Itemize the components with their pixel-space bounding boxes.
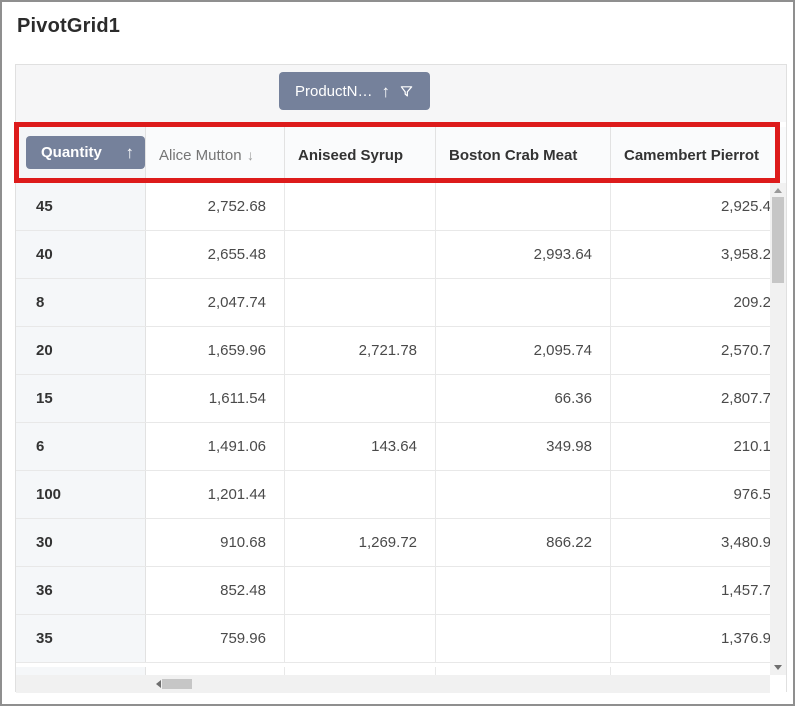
data-cell: 1,201.44 xyxy=(146,471,285,518)
vertical-scrollbar[interactable] xyxy=(770,183,786,675)
data-cell: 66.36 xyxy=(436,375,611,422)
product-field-button[interactable]: ProductN… ↑ xyxy=(279,72,430,110)
data-cell: 1,376.9 xyxy=(720,630,771,647)
table-row: 6 1,491.06 143.64 349.98 210.1 xyxy=(16,423,786,471)
table-row: 45 2,752.68 2,925.4 xyxy=(16,183,786,231)
data-cell: 1,269.72 xyxy=(285,519,436,566)
column-header-camembert-pierrot[interactable]: Camembert Pierrot xyxy=(611,127,786,183)
data-cell: 759.96 xyxy=(146,615,285,662)
pivot-grid: ProductN… ↑ Quantity ↑ Alice Mutton ↓ xyxy=(14,64,787,693)
data-cell: 910.68 xyxy=(146,519,285,566)
quantity-field-label: Quantity xyxy=(41,144,102,161)
scroll-up-arrow-icon[interactable] xyxy=(774,188,782,193)
page-title: PivotGrid1 xyxy=(17,15,121,37)
data-cell: 2,655.48 xyxy=(146,231,285,278)
data-cell: 866.22 xyxy=(436,519,611,566)
row-header-cell: 45 xyxy=(16,183,146,230)
data-cell: 2,721.78 xyxy=(285,327,436,374)
data-cell: 143.64 xyxy=(285,423,436,470)
row-header-cell: 40 xyxy=(16,231,146,278)
data-cell: 2,993.64 xyxy=(436,231,611,278)
row-header-cell: 36 xyxy=(16,567,146,614)
row-header-cell: 6 xyxy=(16,423,146,470)
data-cell xyxy=(436,615,611,662)
row-header-cell: 100 xyxy=(16,471,146,518)
data-cell: 2,047.74 xyxy=(146,279,285,326)
table-row: 30 910.68 1,269.72 866.22 3,480.9 xyxy=(16,519,786,567)
row-header-cell: 20 xyxy=(16,327,146,374)
data-cell: 3,480.9 xyxy=(720,534,771,551)
data-cell: 2,570.7 xyxy=(720,342,771,359)
scroll-down-arrow-icon[interactable] xyxy=(774,665,782,670)
data-cell xyxy=(611,667,786,675)
data-cell xyxy=(285,279,436,326)
data-cell: 1,611.54 xyxy=(146,375,285,422)
table-row: 35 759.96 1,376.9 xyxy=(16,615,786,663)
row-field-header-cell: Quantity ↑ xyxy=(16,127,146,183)
data-cell: 2,925.4 xyxy=(720,198,771,215)
column-header-aniseed-syrup[interactable]: Aniseed Syrup xyxy=(285,127,436,183)
column-header-label: Boston Crab Meat xyxy=(449,146,578,164)
table-row: 36 852.48 1,457.7 xyxy=(16,567,786,615)
column-header-row: Quantity ↑ Alice Mutton ↓ Aniseed Syrup … xyxy=(16,127,786,183)
data-cell xyxy=(285,471,436,518)
column-header-boston-crab-meat[interactable]: Boston Crab Meat xyxy=(436,127,611,183)
row-header-cell xyxy=(16,667,146,675)
row-header-cell: 15 xyxy=(16,375,146,422)
data-cell xyxy=(285,231,436,278)
data-cell xyxy=(436,183,611,230)
grid-body: 45 2,752.68 2,925.4 40 2,655.48 2,993.64… xyxy=(16,183,786,667)
data-cell xyxy=(146,667,285,675)
column-header-label: Alice Mutton xyxy=(159,146,242,164)
data-cell: 2,752.68 xyxy=(146,183,285,230)
data-cell xyxy=(436,667,611,675)
table-row: 100 1,201.44 976.5 xyxy=(16,471,786,519)
column-header-label: Aniseed Syrup xyxy=(298,146,404,164)
data-cell: 1,659.96 xyxy=(146,327,285,374)
horizontal-scrollbar-thumb[interactable] xyxy=(162,679,192,689)
data-cell xyxy=(436,471,611,518)
column-header-alice-mutton[interactable]: Alice Mutton ↓ xyxy=(146,127,285,183)
data-cell xyxy=(285,667,436,675)
vertical-scrollbar-thumb[interactable] xyxy=(772,197,784,283)
sort-up-icon: ↑ xyxy=(381,81,391,101)
data-cell xyxy=(285,183,436,230)
product-field-label: ProductN… xyxy=(294,82,373,100)
sort-up-icon: ↑ xyxy=(125,143,135,162)
horizontal-scrollbar[interactable] xyxy=(16,675,786,693)
data-cell xyxy=(285,567,436,614)
data-cell: 3,958.2 xyxy=(720,246,771,263)
column-header-label: Camembert Pierrot xyxy=(624,146,760,164)
data-cell: 976.5 xyxy=(733,486,771,503)
data-cell xyxy=(436,567,611,614)
data-cell xyxy=(285,375,436,422)
data-cell: 209.2 xyxy=(733,294,771,311)
table-row: 15 1,611.54 66.36 2,807.7 xyxy=(16,375,786,423)
data-cell: 852.48 xyxy=(146,567,285,614)
quantity-field-button[interactable]: Quantity ↑ xyxy=(26,136,145,169)
filter-funnel-icon[interactable] xyxy=(399,84,414,99)
data-cell: 1,457.7 xyxy=(720,582,771,599)
data-cell xyxy=(285,615,436,662)
partial-row xyxy=(16,667,786,675)
row-header-cell: 8 xyxy=(16,279,146,326)
row-header-cell: 35 xyxy=(16,615,146,662)
data-cell: 1,491.06 xyxy=(146,423,285,470)
table-row: 40 2,655.48 2,993.64 3,958.2 xyxy=(16,231,786,279)
data-cell: 349.98 xyxy=(436,423,611,470)
data-cell: 210.1 xyxy=(733,438,771,455)
table-row: 20 1,659.96 2,721.78 2,095.74 2,570.7 xyxy=(16,327,786,375)
sort-down-icon: ↓ xyxy=(247,147,254,163)
data-field-area: ProductN… ↑ xyxy=(16,65,786,122)
scrollbar-corner xyxy=(770,675,786,693)
data-cell: 2,807.7 xyxy=(720,390,771,407)
data-cell: 2,095.74 xyxy=(436,327,611,374)
table-row: 8 2,047.74 209.2 xyxy=(16,279,786,327)
data-cell xyxy=(436,279,611,326)
scroll-left-arrow-icon[interactable] xyxy=(156,680,161,688)
row-header-cell: 30 xyxy=(16,519,146,566)
